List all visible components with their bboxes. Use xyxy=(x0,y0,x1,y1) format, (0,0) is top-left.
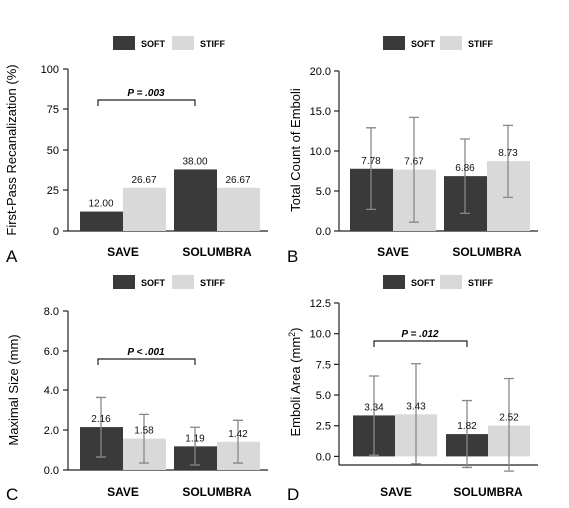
legend-label-stiff: STIFF xyxy=(200,278,225,288)
y-tick-label: 2.5 xyxy=(316,421,331,433)
value-label-save-soft: 2.16 xyxy=(91,414,111,425)
legend-swatch-soft xyxy=(383,36,405,50)
y-tick-label: 7.5 xyxy=(316,359,331,371)
legend-label-soft: SOFT xyxy=(411,278,436,288)
error-bar-solumbra-soft xyxy=(462,399,472,469)
p-value-annotation: P = .012 xyxy=(401,329,439,340)
significance-bracket xyxy=(97,99,196,106)
y-axis-label: Maximal Size (mm) xyxy=(6,334,21,445)
value-label-solumbra-stiff: 1.42 xyxy=(228,429,248,440)
x-tick-label: SOLUMBRA xyxy=(453,485,523,499)
error-bar-save-soft xyxy=(369,375,379,456)
p-value-annotation: P = .003 xyxy=(127,88,165,99)
value-label-solumbra-soft: 6.86 xyxy=(455,163,475,174)
value-label-save-stiff: 3.43 xyxy=(406,401,426,412)
legend-label-stiff: STIFF xyxy=(200,39,225,49)
legend-label-soft: SOFT xyxy=(141,39,166,49)
y-tick-label: 2.0 xyxy=(44,425,59,437)
significance-bracket xyxy=(97,358,196,365)
panel-letter: B xyxy=(287,247,298,266)
x-tick-label: SAVE xyxy=(377,245,409,259)
value-label-save-soft: 12.00 xyxy=(88,199,113,210)
value-label-save-stiff: 26.67 xyxy=(131,175,156,186)
legend-swatch-stiff xyxy=(440,36,462,50)
y-tick-label: 0.0 xyxy=(316,451,331,463)
bar-solumbra-soft xyxy=(174,169,217,231)
legend-swatch-stiff xyxy=(172,275,194,289)
legend-label-soft: SOFT xyxy=(411,39,436,49)
y-tick-label: 4.0 xyxy=(44,385,59,397)
error-bar-save-soft xyxy=(96,396,106,458)
significance-bracket xyxy=(373,340,468,347)
bar-solumbra-stiff xyxy=(217,187,260,231)
y-tick-label: 5.0 xyxy=(316,390,331,402)
panel-d: SOFT STIFF Emboli Area (mm2) 0.0 2.5 5.0… xyxy=(287,275,538,504)
value-label-solumbra-soft: 38.00 xyxy=(182,156,207,167)
y-tick-label: 75 xyxy=(47,104,59,116)
error-bar-solumbra-soft xyxy=(190,426,200,466)
y-tick-label: 15.0 xyxy=(310,106,331,118)
legend-swatch-stiff xyxy=(440,275,462,289)
y-tick-label: 5.0 xyxy=(316,186,331,198)
bar-save-soft xyxy=(80,211,123,231)
error-bar-save-stiff xyxy=(409,116,419,223)
value-label-solumbra-stiff: 26.67 xyxy=(225,175,250,186)
error-bar-save-stiff xyxy=(411,363,421,465)
error-bar-solumbra-soft xyxy=(460,138,470,215)
legend-swatch-soft xyxy=(113,36,135,50)
value-label-save-soft: 3.34 xyxy=(364,402,384,413)
value-label-solumbra-stiff: 8.73 xyxy=(498,148,518,159)
error-bar-save-stiff xyxy=(139,413,149,464)
y-tick-label: 20.0 xyxy=(310,66,331,78)
x-tick-label: SAVE xyxy=(107,245,139,259)
value-label-solumbra-stiff: 2.52 xyxy=(499,412,519,423)
y-tick-label: 12.5 xyxy=(310,298,331,310)
error-bar-solumbra-stiff xyxy=(503,124,513,199)
y-tick-label: 100 xyxy=(41,64,59,76)
panel-letter: C xyxy=(6,485,18,504)
legend-label-soft: SOFT xyxy=(141,278,166,288)
y-tick-label: 0.0 xyxy=(44,465,59,477)
error-bar-solumbra-stiff xyxy=(504,377,514,472)
y-tick-label: 25 xyxy=(47,185,59,197)
value-label-save-stiff: 1.58 xyxy=(134,426,154,437)
legend-swatch-soft xyxy=(383,275,405,289)
value-label-save-stiff: 7.67 xyxy=(404,157,424,168)
x-tick-label: SAVE xyxy=(380,485,412,499)
legend-label-stiff: STIFF xyxy=(468,278,493,288)
error-bar-solumbra-stiff xyxy=(233,419,243,464)
bar-save-stiff xyxy=(123,187,166,231)
value-label-save-soft: 7.78 xyxy=(361,156,381,167)
x-tick-label: SOLUMBRA xyxy=(452,245,522,259)
x-tick-label: SOLUMBRA xyxy=(182,485,252,499)
y-tick-label: 6.0 xyxy=(44,346,59,358)
y-axis-label: Total Count of Emboli xyxy=(288,88,303,212)
error-bar-save-soft xyxy=(366,127,376,211)
x-tick-label: SOLUMBRA xyxy=(182,245,252,259)
y-tick-label: 0.0 xyxy=(316,226,331,238)
panel-letter: D xyxy=(287,485,299,504)
y-axis-label: Emboli Area (mm2) xyxy=(287,327,303,436)
y-tick-label: 10.0 xyxy=(310,146,331,158)
y-tick-label: 0 xyxy=(53,226,59,238)
x-tick-label: SAVE xyxy=(107,485,139,499)
value-label-solumbra-soft: 1.82 xyxy=(457,421,477,432)
legend-label-stiff: STIFF xyxy=(468,39,493,49)
legend-swatch-soft xyxy=(113,275,135,289)
panel-letter: A xyxy=(6,247,18,266)
panel-a: SOFT STIFF First-Pass Recanalization (%)… xyxy=(4,36,268,266)
panel-c: SOFT STIFF Maximal Size (mm) 0.0 2.0 4.0… xyxy=(6,275,268,504)
y-tick-label: 10.0 xyxy=(310,329,331,341)
legend-swatch-stiff xyxy=(172,36,194,50)
y-tick-label: 50 xyxy=(47,145,59,157)
value-label-solumbra-soft: 1.19 xyxy=(185,433,205,444)
y-axis-label: First-Pass Recanalization (%) xyxy=(4,64,19,235)
y-tick-label: 8.0 xyxy=(44,306,59,318)
p-value-annotation: P < .001 xyxy=(127,347,165,358)
panel-b: SOFT STIFF Total Count of Emboli 0.0 5.0… xyxy=(287,36,538,266)
